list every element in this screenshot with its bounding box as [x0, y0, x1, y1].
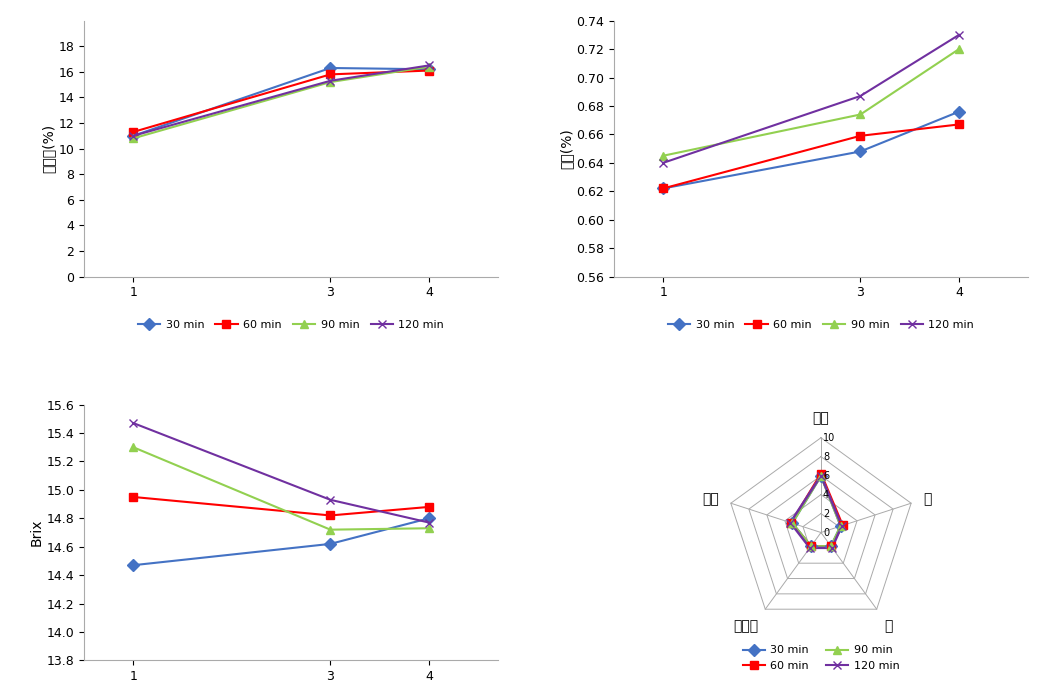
Text: 0: 0	[822, 528, 829, 537]
Line: 30 min: 30 min	[659, 107, 963, 193]
Line: 90 min: 90 min	[659, 45, 963, 160]
Line: 30 min: 30 min	[129, 64, 433, 140]
Line: 60 min: 60 min	[659, 120, 963, 193]
Y-axis label: 알코올(%): 알코올(%)	[42, 124, 56, 173]
60 min	[127, 493, 140, 501]
120 min	[423, 61, 435, 69]
30 min	[324, 64, 337, 72]
90 min	[423, 63, 435, 71]
120 min	[657, 159, 669, 167]
Text: 2: 2	[822, 508, 829, 519]
120 min	[127, 419, 140, 427]
90 min	[127, 443, 140, 451]
120 min	[423, 519, 435, 527]
90 min	[324, 78, 337, 86]
60 min	[854, 131, 866, 140]
120 min	[854, 92, 866, 100]
60 min	[657, 184, 669, 193]
120 min	[952, 31, 965, 39]
90 min	[952, 45, 965, 53]
Line: 120 min: 120 min	[659, 31, 963, 167]
30 min	[423, 514, 435, 522]
120 min	[324, 495, 337, 504]
120 min	[127, 131, 140, 140]
Text: 4: 4	[822, 490, 829, 499]
Line: 90 min: 90 min	[129, 63, 433, 142]
60 min	[324, 70, 337, 78]
Line: 30 min: 30 min	[129, 514, 433, 570]
30 min	[324, 540, 337, 548]
Legend: 30 min, 60 min, 90 min, 120 min: 30 min, 60 min, 90 min, 120 min	[738, 641, 904, 676]
90 min	[854, 110, 866, 118]
60 min	[127, 128, 140, 136]
Y-axis label: 산도(%): 산도(%)	[559, 128, 574, 169]
60 min	[952, 120, 965, 129]
90 min	[657, 151, 669, 160]
30 min	[127, 131, 140, 140]
Text: 평가: 평가	[703, 493, 720, 506]
90 min	[127, 134, 140, 142]
Text: 맛: 맛	[884, 619, 893, 633]
Legend: 30 min, 60 min, 90 min, 120 min: 30 min, 60 min, 90 min, 120 min	[663, 315, 979, 334]
Text: 10: 10	[822, 433, 835, 442]
90 min	[423, 524, 435, 533]
30 min	[657, 184, 669, 193]
60 min	[324, 511, 337, 519]
Line: 90 min: 90 min	[129, 443, 433, 534]
60 min	[423, 503, 435, 511]
90 min	[324, 526, 337, 534]
120 min	[324, 76, 337, 85]
Text: 6: 6	[822, 471, 829, 481]
Text: 향: 향	[923, 493, 932, 506]
60 min	[423, 67, 435, 75]
Line: 120 min: 120 min	[129, 61, 433, 140]
Text: 외관: 외관	[813, 411, 830, 425]
Y-axis label: Brix: Brix	[29, 519, 44, 546]
Legend: 30 min, 60 min, 90 min, 120 min: 30 min, 60 min, 90 min, 120 min	[133, 315, 449, 334]
Line: 60 min: 60 min	[129, 66, 433, 136]
30 min	[952, 107, 965, 116]
Text: 바디감: 바디감	[733, 619, 758, 633]
Line: 120 min: 120 min	[129, 419, 433, 527]
Text: 8: 8	[822, 452, 829, 462]
30 min	[854, 147, 866, 155]
Line: 60 min: 60 min	[129, 493, 433, 519]
30 min	[423, 65, 435, 74]
30 min	[127, 561, 140, 570]
